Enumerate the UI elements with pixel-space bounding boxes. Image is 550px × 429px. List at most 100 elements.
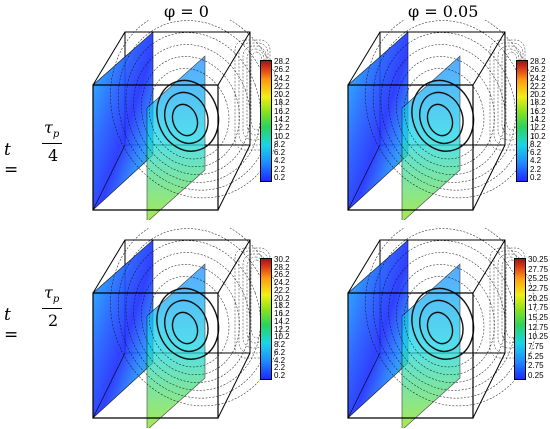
colorbar-tick-label: 25.25: [528, 274, 549, 284]
streamline: [380, 32, 516, 183]
colorbar-gradient: [514, 258, 526, 380]
colorbar-tick-label: 6.2: [274, 148, 286, 158]
colorbar-tick-label: 28.2: [530, 57, 546, 66]
tau-symbol: τ: [44, 283, 53, 302]
colorbar-tick-label: 8.2: [530, 139, 542, 149]
cube-edge: [347, 352, 381, 419]
streamline: [489, 39, 526, 151]
colorbar-tick-label: 12.2: [274, 324, 290, 334]
streamline: [403, 68, 485, 160]
colorbar-tick-label: 20.2: [530, 90, 546, 100]
cube-edge: [347, 31, 381, 86]
cube-edge: [92, 31, 126, 86]
row-label-denominator: 2: [48, 311, 59, 330]
column-header-phi-005: φ = 0.05: [408, 2, 479, 21]
cube-edge: [472, 239, 506, 294]
colorbar-tick-label: 2.2: [274, 363, 286, 373]
colorbar-tick-label: 7.75: [528, 342, 544, 351]
colorbar-tick-label: 10.2: [274, 332, 290, 342]
streamline: [250, 51, 263, 131]
streamline: [396, 56, 495, 167]
colorbar-tick-label: 22.75: [528, 284, 549, 293]
colorbar-tick-label: 24.2: [530, 73, 546, 83]
colorbar-tick-label: 6.2: [274, 347, 286, 357]
colorbar-tick-label: 0.2: [530, 173, 542, 182]
streamline: [156, 287, 220, 360]
colorbar-tick-label: 18.2: [274, 301, 290, 311]
colorbar-tick-label: 8.2: [274, 139, 286, 149]
colorbar-tick-label: 18.2: [274, 98, 290, 108]
streamline: [238, 250, 269, 354]
streamline: [234, 247, 271, 359]
tau-symbol: τ: [44, 118, 53, 137]
streamline: [411, 79, 475, 152]
cube-edge: [217, 144, 251, 211]
left-slice: [347, 239, 409, 419]
streamline: [171, 103, 199, 137]
left-slice: [92, 31, 154, 211]
fraction-bar: [42, 143, 62, 144]
colorbar-tick-label: 20.2: [274, 90, 290, 100]
colorbar-gradient: [260, 60, 272, 182]
streamline: [497, 253, 522, 349]
streamline: [234, 39, 271, 151]
streamline: [411, 287, 475, 360]
colorbar-tick-label: 6.2: [530, 148, 542, 158]
colorbar-tick-label: 16.2: [274, 106, 290, 116]
streamline: [171, 311, 199, 345]
streamline: [493, 42, 524, 146]
colorbar-tick-label: 4.2: [530, 156, 542, 166]
colorbar-tick-label: 2.75: [528, 361, 544, 371]
cube-edge: [92, 144, 126, 211]
streamline: [148, 276, 230, 368]
colorbar-tick-label: 16.2: [530, 106, 546, 116]
streamline: [110, 20, 282, 199]
tau-subscript: p: [52, 294, 60, 306]
row-label-lhs: t =: [4, 305, 19, 345]
cube-edge: [217, 239, 251, 294]
colorbar-tick-label: 18.2: [530, 98, 546, 108]
colorbar-tick-label: 14.2: [274, 115, 290, 124]
streamline: [141, 56, 240, 167]
streamline: [419, 299, 464, 353]
colorbar-tick-label: 26.2: [274, 65, 290, 75]
colorbar-tick-label: 26.2: [274, 270, 290, 280]
colorbar-tick-label: 4.2: [274, 156, 286, 166]
colorbar-tick-label: 0.2: [274, 173, 286, 182]
streamline: [133, 44, 251, 175]
colorbar-tick-label: 0.2: [274, 371, 286, 380]
streamline: [505, 51, 518, 131]
cube-edge: [92, 352, 126, 419]
streamline: [365, 228, 537, 407]
column-header-phi-0: φ = 0: [164, 2, 209, 21]
colorbar-tick-label: 14.2: [530, 115, 546, 124]
streamline: [426, 103, 454, 137]
colorbar-tick-label: 15.25: [528, 313, 549, 322]
cube-plot: [92, 228, 282, 428]
streamline: [505, 259, 518, 339]
fraction-bar: [42, 308, 62, 309]
colorbar-tick-label: 8.2: [274, 340, 286, 350]
streamline: [242, 45, 267, 141]
cube-edge: [472, 31, 506, 86]
colorbar-tick-label: 0.25: [528, 371, 544, 380]
streamline: [164, 91, 209, 145]
panel-phi0-quarter: [85, 20, 355, 220]
colorbar-tick-label: 24.2: [274, 278, 290, 288]
colorbar-tick-label: 17.75: [528, 303, 549, 313]
streamline: [380, 240, 516, 391]
colorbar-tick-label: 30.2: [274, 255, 290, 264]
streamline: [125, 32, 261, 183]
cube-plot: [347, 228, 537, 428]
colorbar-tick-label: 27.75: [528, 264, 549, 274]
row-label-denominator: 4: [48, 146, 59, 165]
cube-plot: [347, 20, 537, 220]
left-slice: [92, 239, 154, 419]
left-slice: [347, 31, 409, 211]
streamline: [164, 299, 209, 353]
colorbar-tick-label: 2.2: [274, 164, 286, 174]
colorbar-tick-label: 20.25: [528, 293, 549, 303]
streamline: [489, 247, 526, 359]
streamline: [388, 252, 506, 383]
colorbar-tick-label: 22.2: [530, 81, 546, 91]
